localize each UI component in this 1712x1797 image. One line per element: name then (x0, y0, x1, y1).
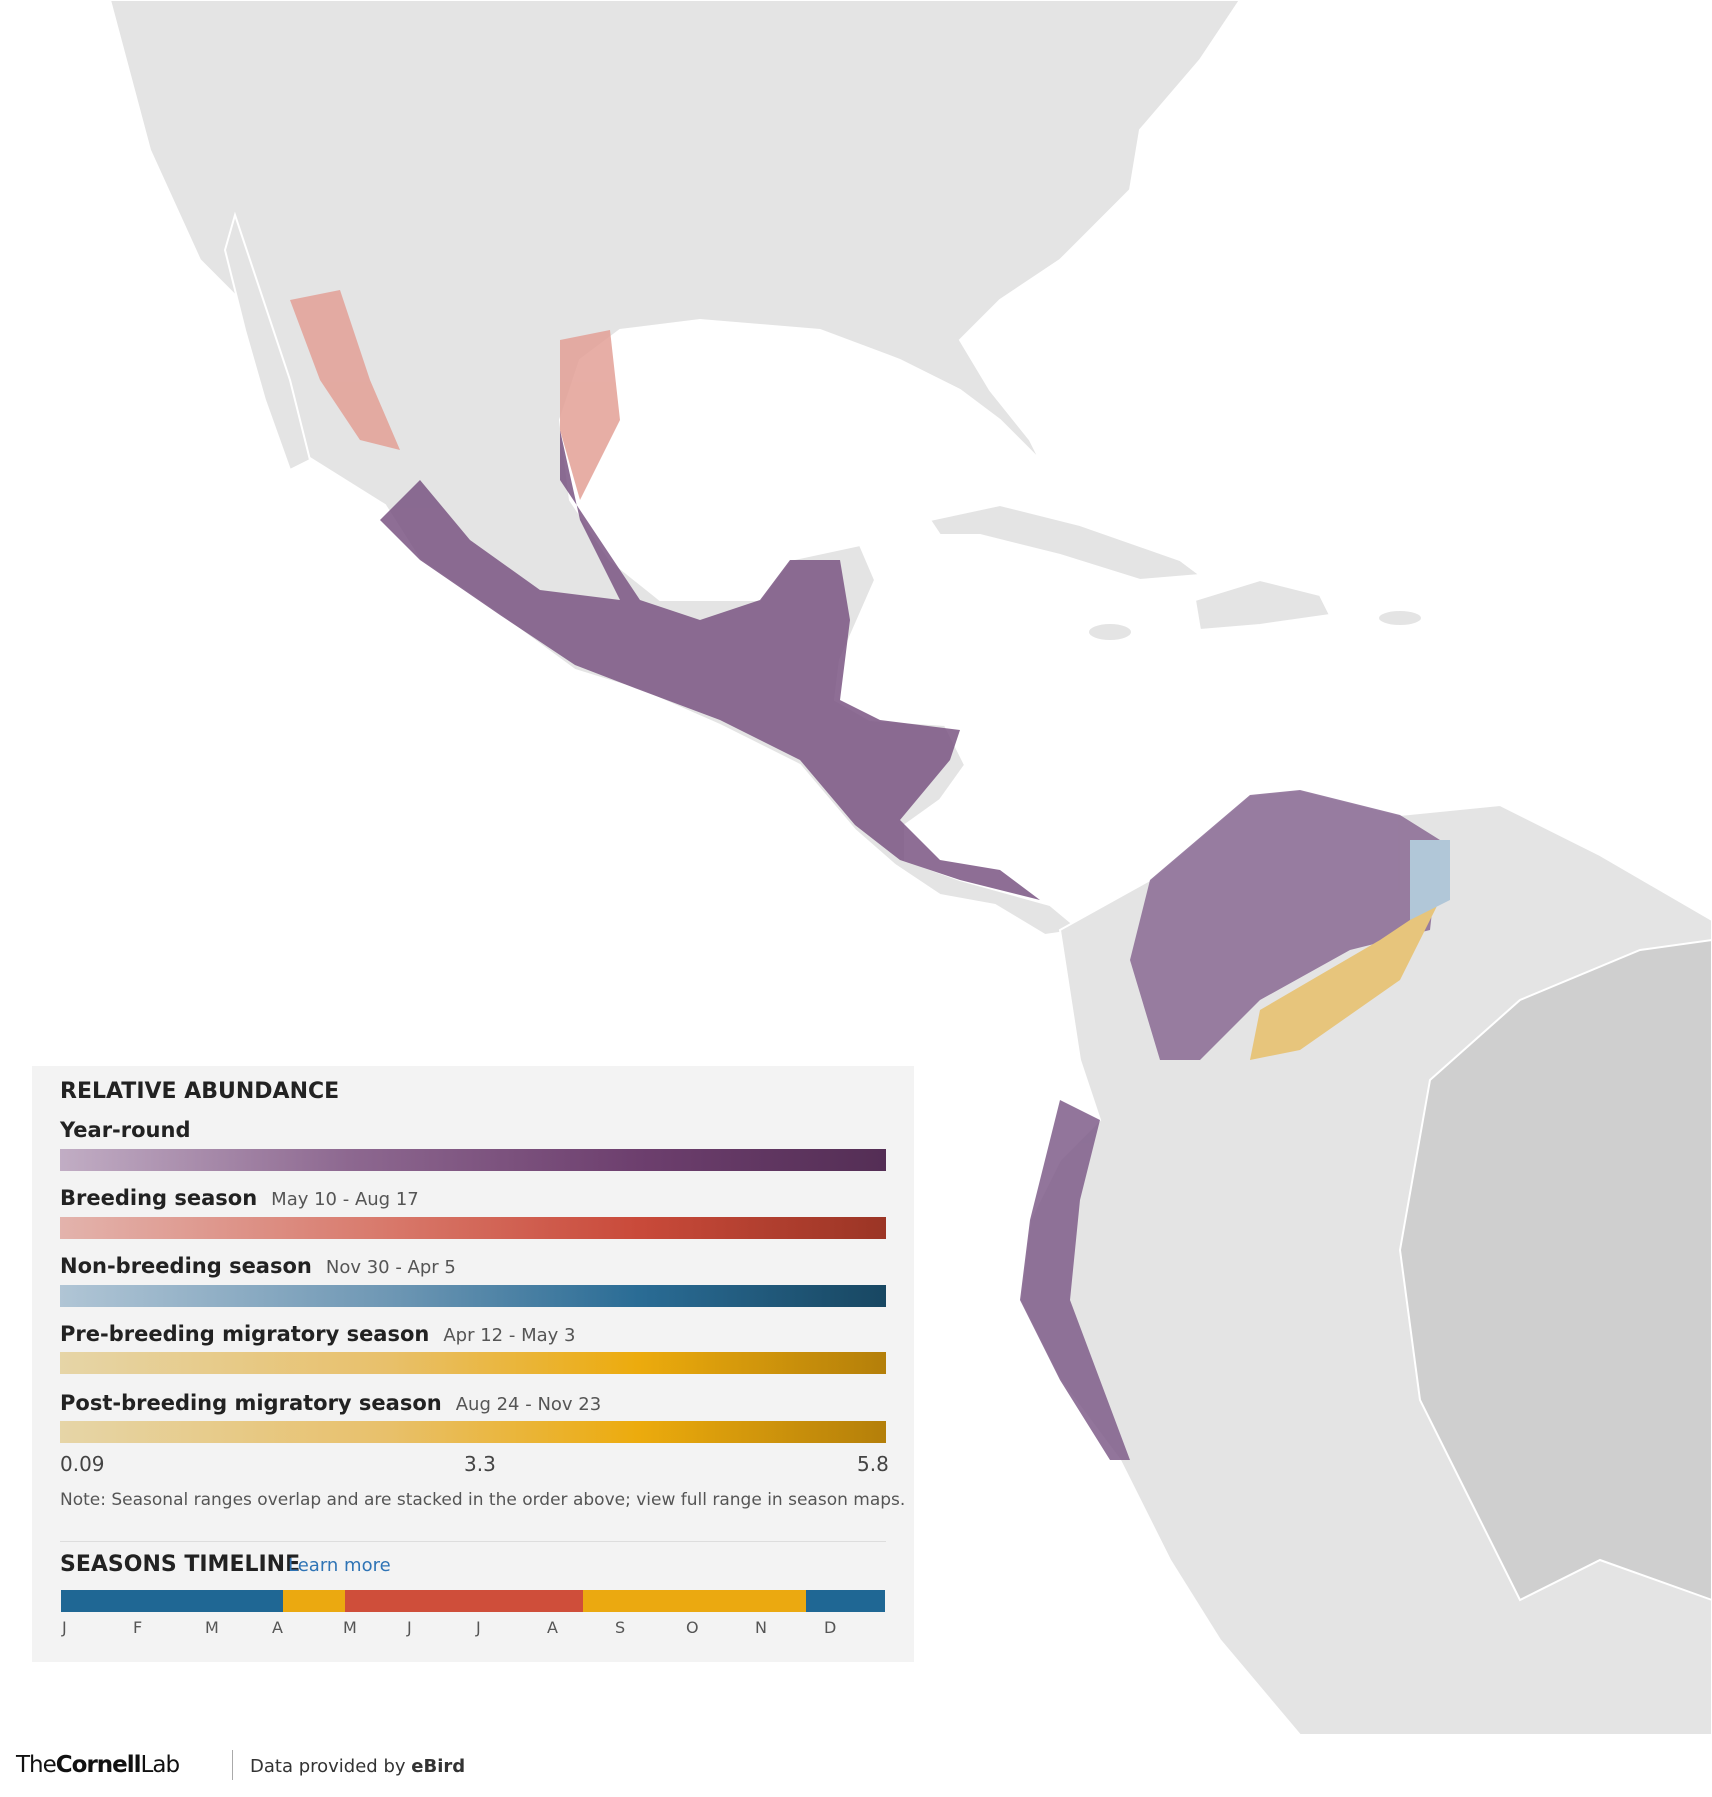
ebird-link[interactable]: eBird (411, 1756, 466, 1777)
baja (223, 211, 312, 472)
timeline-breeding (345, 1590, 583, 1612)
month-label: S (615, 1618, 626, 1637)
season-label: Breeding season May 10 - Aug 17 (60, 1186, 419, 1210)
scale-max: 5.8 (857, 1452, 889, 1476)
legend-title: RELATIVE ABUNDANCE (60, 1079, 340, 1104)
logo-the: The (16, 1752, 57, 1778)
month-label: N (755, 1618, 767, 1637)
separator (60, 1541, 886, 1542)
timeline-post-breeding (583, 1590, 806, 1612)
scale-mid: 3.3 (464, 1452, 496, 1476)
jamaica (1087, 622, 1133, 642)
month-label: O (686, 1618, 699, 1637)
range-breeding (290, 290, 620, 500)
legend-note: Note: Seasonal ranges overlap and are st… (60, 1490, 906, 1510)
season-name: Pre-breeding migratory season (60, 1322, 430, 1346)
season-color-bar (60, 1149, 886, 1171)
season-name: Breeding season (60, 1186, 258, 1210)
timeline-non-breeding-end (806, 1590, 885, 1612)
season-dates: Nov 30 - Apr 5 (325, 1257, 456, 1278)
north-america (108, 0, 1242, 937)
season-color-bar (60, 1421, 886, 1443)
scale-min: 0.09 (60, 1452, 105, 1476)
month-label: M (343, 1618, 357, 1637)
cornell-logo[interactable]: TheCornellLab (16, 1752, 181, 1778)
month-label: J (407, 1618, 412, 1637)
month-label: J (62, 1618, 67, 1637)
month-label: F (133, 1618, 143, 1637)
season-label: Post-breeding migratory season Aug 24 - N… (60, 1391, 601, 1415)
logo-cornell: Cornell (55, 1752, 142, 1778)
logo-lab: Lab (140, 1752, 181, 1778)
timeline-title: SEASONS TIMELINE (60, 1552, 301, 1577)
season-name: Post-breeding migratory season (60, 1391, 442, 1415)
season-dates: Aug 24 - Nov 23 (455, 1394, 602, 1415)
range-year-round-sa (1130, 790, 1440, 1060)
month-label: A (272, 1618, 283, 1637)
season-color-bar (60, 1285, 886, 1307)
season-dates: Apr 12 - May 3 (443, 1325, 576, 1346)
footer-divider (232, 1750, 233, 1780)
season-color-bar (60, 1352, 886, 1374)
timeline-pre-breeding (283, 1590, 345, 1612)
month-label: J (476, 1618, 481, 1637)
range-year-round-coast (1020, 1100, 1130, 1460)
season-label: Year-round (60, 1118, 190, 1142)
season-name: Non-breeding season (60, 1254, 312, 1278)
range-non-breeding (1410, 840, 1450, 920)
learn-more-link[interactable]: Learn more (288, 1555, 391, 1576)
month-label: D (824, 1618, 837, 1637)
month-label: M (205, 1618, 219, 1637)
season-dates: May 10 - Aug 17 (271, 1189, 419, 1210)
season-color-bar (60, 1217, 886, 1239)
hispaniola (1193, 578, 1332, 632)
month-label: A (547, 1618, 558, 1637)
season-label: Non-breeding season Nov 30 - Apr 5 (60, 1254, 456, 1278)
season-label: Pre-breeding migratory season Apr 12 - Ma… (60, 1322, 575, 1346)
footer-credit: Data provided by eBird (250, 1756, 465, 1777)
timeline-non-breeding (61, 1590, 283, 1612)
range-year-round (380, 430, 1040, 900)
range-post-breeding (1250, 900, 1440, 1060)
season-name: Year-round (60, 1118, 191, 1142)
amazon-region (1398, 938, 1712, 1602)
credit-text: Data provided by (250, 1756, 406, 1777)
cuba (928, 503, 1203, 582)
timeline-bar (61, 1590, 885, 1612)
puerto-rico (1377, 609, 1423, 627)
